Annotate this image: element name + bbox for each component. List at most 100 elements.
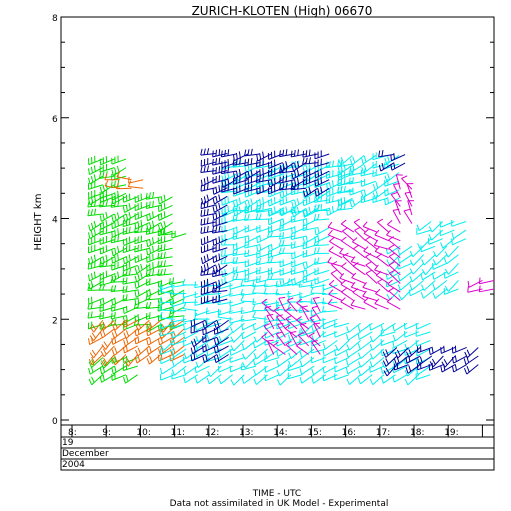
barb-feather: [348, 169, 351, 176]
wind-barb: [285, 306, 298, 321]
barb-feather: [331, 206, 334, 213]
wind-barb: [276, 365, 292, 377]
barb-shaft: [444, 355, 456, 368]
barb-feather: [338, 159, 342, 166]
barb-feather: [263, 280, 267, 287]
barb-shaft: [160, 345, 173, 356]
barb-feather: [127, 180, 132, 187]
barb-shaft: [330, 273, 343, 284]
barb-feather: [440, 365, 443, 373]
barb-feather: [160, 222, 164, 230]
barb-shaft: [362, 295, 378, 302]
barb-feather: [314, 189, 317, 197]
barb-feather: [232, 154, 235, 161]
barb-feather: [125, 305, 128, 313]
barb-feather: [240, 314, 243, 322]
barb-feather: [299, 377, 303, 384]
barb-shaft: [388, 247, 401, 259]
wind-barb: [397, 271, 413, 282]
wind-barb: [100, 319, 115, 331]
barb-shaft: [208, 374, 222, 385]
barb-shaft: [360, 348, 373, 359]
wind-barb: [264, 355, 280, 363]
barb-shaft: [244, 153, 260, 157]
wind-barb: [386, 229, 401, 242]
barb-shaft: [213, 238, 228, 246]
barb-feather: [293, 206, 296, 213]
barb-feather: [203, 218, 206, 225]
barb-shaft: [242, 331, 257, 340]
barb-feather: [305, 174, 309, 181]
barb-feather: [241, 323, 244, 331]
barb-shaft: [315, 235, 330, 243]
barb-feather: [122, 346, 125, 354]
barb-shaft: [157, 247, 173, 252]
barb-shaft: [349, 189, 365, 196]
barb-feather: [102, 221, 105, 228]
barb-shaft: [244, 244, 260, 249]
barb-feather: [169, 298, 172, 306]
barb-feather: [282, 232, 285, 239]
barb-shaft: [374, 244, 389, 250]
wind-barb: [357, 348, 373, 359]
barb-feather: [125, 285, 128, 292]
barb-feather: [390, 163, 393, 171]
barb-feather: [317, 247, 320, 254]
barb-feather: [206, 377, 210, 385]
barb-feather: [444, 251, 449, 258]
barb-shaft: [342, 255, 355, 267]
wind-barb: [334, 373, 350, 381]
barb-feather: [220, 150, 223, 157]
wind-barb: [275, 280, 291, 288]
barb-feather: [322, 349, 325, 357]
barb-feather: [111, 249, 114, 256]
barb-feather: [397, 274, 401, 282]
wind-barb: [386, 297, 401, 310]
barb-feather: [322, 343, 326, 350]
barb-feather: [235, 199, 239, 206]
barb-feather: [90, 209, 93, 216]
barb-shaft: [87, 213, 103, 217]
barb-feather: [87, 311, 90, 319]
wind-barb: [346, 348, 361, 358]
barb-feather: [215, 226, 218, 233]
barb-shaft: [406, 355, 421, 364]
wind-barb: [389, 269, 401, 284]
barb-shaft: [322, 301, 338, 305]
barb-shaft: [417, 346, 432, 354]
wind-barb: [110, 180, 127, 189]
barb-shaft: [359, 331, 373, 340]
barb-shaft: [325, 165, 341, 169]
x-tick-label: 12:: [205, 428, 219, 438]
barb-shaft: [392, 210, 401, 224]
barb-feather: [159, 303, 163, 311]
barb-feather: [134, 282, 137, 289]
barb-feather: [163, 260, 166, 267]
barb-feather: [215, 281, 218, 288]
wind-barb: [441, 355, 456, 368]
barb-feather: [314, 236, 317, 243]
barb-feather: [392, 341, 395, 348]
wind-barb: [373, 239, 389, 250]
barb-feather: [114, 322, 118, 329]
barb-feather: [264, 374, 267, 381]
wind-barb: [287, 372, 303, 380]
wind-barb: [349, 155, 365, 166]
barb-feather: [334, 349, 337, 356]
barb-feather: [232, 204, 236, 211]
barb-shaft: [101, 184, 115, 194]
barb-feather: [270, 256, 274, 263]
barb-feather: [135, 324, 139, 331]
barb-feather: [279, 224, 281, 232]
barb-shaft: [290, 357, 303, 368]
barb-shaft: [269, 179, 283, 188]
barb-shaft: [315, 179, 330, 187]
barb-feather: [102, 329, 106, 337]
barb-feather: [105, 254, 108, 261]
wind-barb: [390, 191, 401, 207]
barb-shaft: [112, 336, 127, 345]
wind-barb: [276, 300, 292, 307]
barb-shaft: [352, 265, 366, 276]
barb-shaft: [374, 303, 389, 310]
barb-feather: [327, 256, 332, 263]
